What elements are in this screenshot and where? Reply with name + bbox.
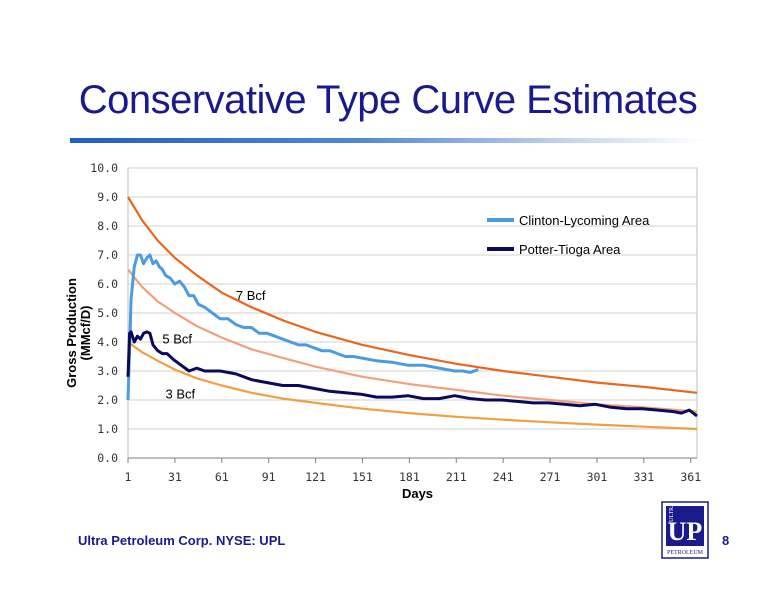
series-clinton-lycoming — [126, 253, 479, 401]
ultra-petroleum-logo: UP ULTRA PETROLEUM — [661, 501, 709, 559]
y-tick-label: 5.0 — [97, 306, 118, 320]
logo-word-top: ULTRA — [669, 502, 675, 522]
logo-word-bottom: PETROLEUM — [667, 550, 704, 556]
curve-annotation: 7 Bcf — [236, 288, 266, 303]
series-potter-tioga — [126, 330, 698, 418]
x-tick-label: 91 — [262, 470, 276, 484]
curve-annotation: 3 Bcf — [166, 387, 196, 402]
y-tick-label: 6.0 — [97, 277, 118, 291]
y-tick-label: 7.0 — [97, 248, 118, 262]
y-axis-title-line: Gross Production — [64, 278, 79, 388]
x-tick-label: 241 — [493, 470, 514, 484]
type-curve-3bcf — [127, 341, 698, 431]
legend-label: Clinton-Lycoming Area — [519, 213, 650, 228]
title-underline — [70, 138, 706, 143]
x-tick-label: 331 — [633, 470, 654, 484]
y-axis-title-line: (MMcf/D) — [78, 306, 93, 361]
x-tick-label: 361 — [680, 470, 701, 484]
x-tick-label: 151 — [352, 470, 373, 484]
curve-annotation: 5 Bcf — [162, 331, 192, 346]
y-tick-label: 9.0 — [97, 190, 118, 204]
legend-label: Potter-Tioga Area — [519, 242, 621, 257]
x-tick-label: 301 — [587, 470, 608, 484]
x-tick-label: 31 — [168, 470, 182, 484]
y-tick-label: 10.0 — [90, 161, 118, 175]
type-curve-7bcf — [127, 196, 698, 394]
y-tick-label: 3.0 — [97, 364, 118, 378]
y-tick-label: 1.0 — [97, 422, 118, 436]
x-axis-title: Days — [402, 486, 433, 501]
y-tick-label: 4.0 — [97, 335, 118, 349]
y-tick-label: 2.0 — [97, 393, 118, 407]
footer-company: Ultra Petroleum Corp. NYSE: UPL — [78, 533, 286, 548]
production-chart: 0.0 1.0 2.0 3.0 4.0 5.0 6.0 7.0 8.0 9.0 10.0 1 31 61 9… — [64, 161, 701, 501]
y-tick-label: 0.0 — [97, 451, 118, 465]
page-number: 8 — [722, 533, 730, 548]
x-tick-label: 1 — [125, 470, 132, 484]
x-tick-label: 271 — [540, 470, 561, 484]
x-tick-label: 181 — [399, 470, 420, 484]
page-title: Conservative Type Curve Estimates — [78, 78, 698, 122]
x-tick-label: 121 — [305, 470, 326, 484]
y-tick-label: 8.0 — [97, 219, 118, 233]
type-curve-5bcf — [127, 268, 698, 413]
logo-letters: UP — [668, 517, 703, 546]
x-tick-label: 211 — [446, 470, 467, 484]
y-axis-title: Gross Production(MMcf/D) — [64, 278, 93, 388]
x-tick-label: 61 — [215, 470, 229, 484]
